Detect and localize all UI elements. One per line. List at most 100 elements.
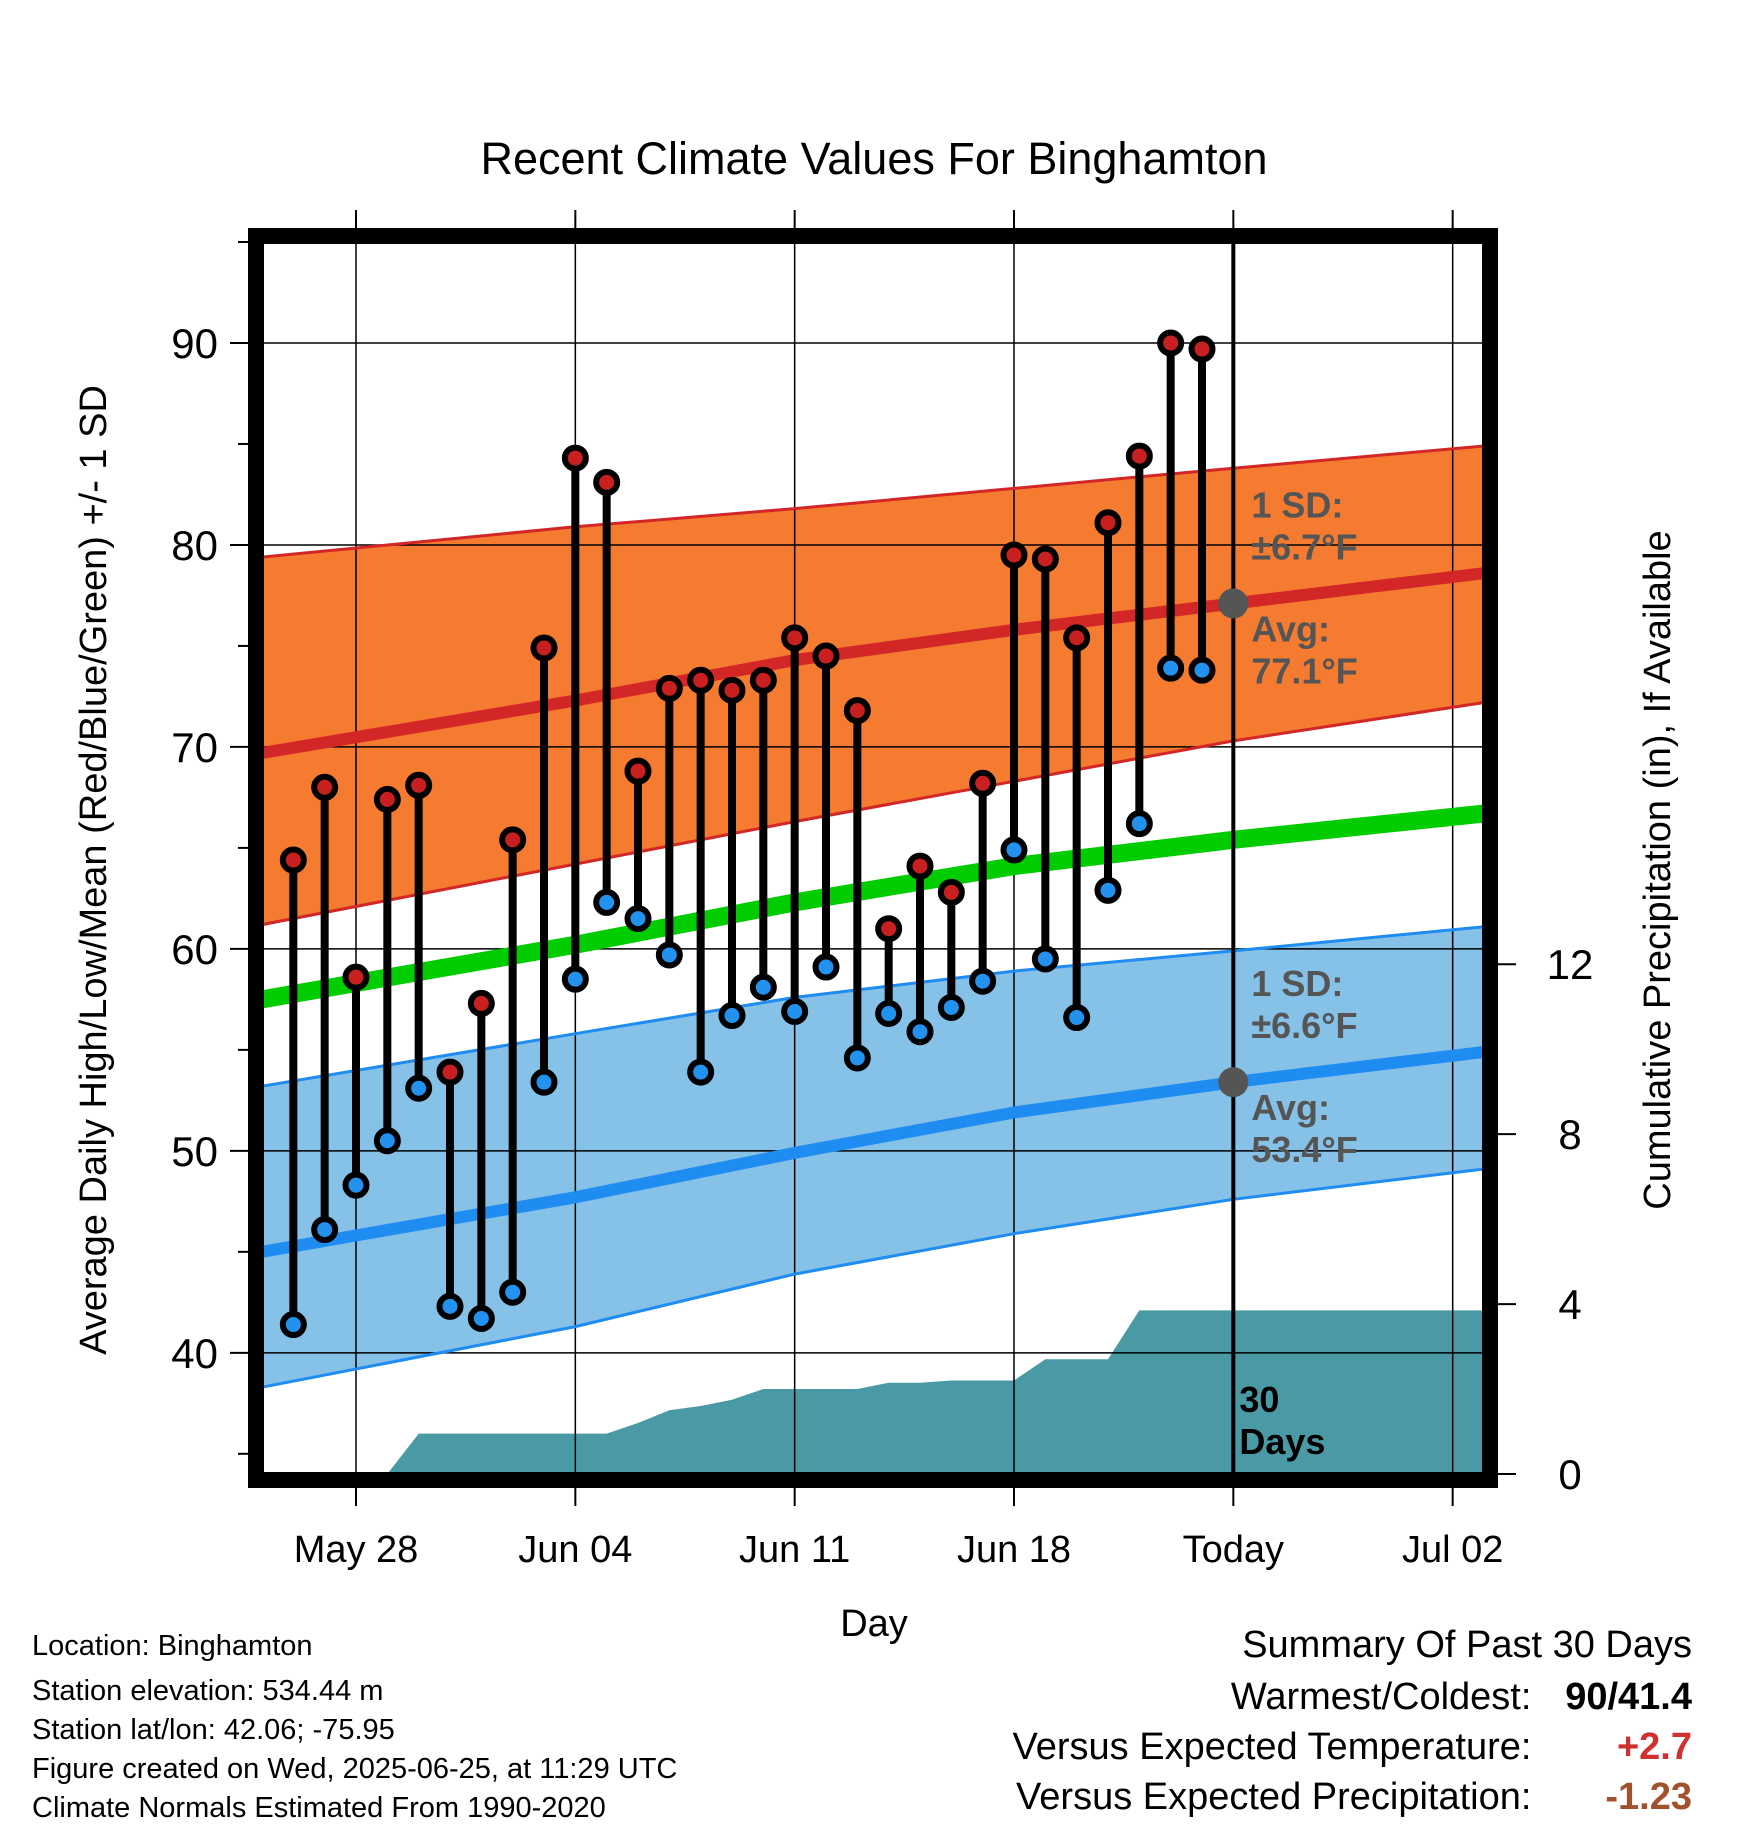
high-sd-band <box>262 446 1484 925</box>
observed-low-point <box>718 1002 746 1030</box>
y-axis-label-right: Cumulative Precipitation (in), If Availa… <box>1637 530 1679 1209</box>
observed-low-point <box>373 1127 401 1155</box>
observed-high-point <box>718 676 746 704</box>
mean-line <box>260 804 1485 1009</box>
observed-low-point <box>1031 945 1059 973</box>
y-tick-label-left: 50 <box>171 1128 218 1175</box>
observed-high-point <box>405 771 433 799</box>
observed-low-point <box>875 1000 903 1028</box>
observed-high-point <box>906 852 934 880</box>
observed-low-point <box>1063 1004 1091 1032</box>
info-normals: Climate Normals Estimated From 1990-2020 <box>32 1792 606 1824</box>
observed-low-point <box>1094 876 1122 904</box>
observed-high-point <box>1063 624 1091 652</box>
high-avg-line <box>261 567 1485 759</box>
observed-low-point <box>749 973 777 1001</box>
high-avg-value: 77.1°F <box>1251 651 1357 692</box>
observed-high-point <box>1094 509 1122 537</box>
observed-low-point <box>937 993 965 1021</box>
observed-high-point <box>937 878 965 906</box>
info-location: Location: Binghamton <box>32 1630 313 1662</box>
observed-low-point <box>624 905 652 933</box>
observed-low-point <box>655 941 683 969</box>
precip-area <box>262 1310 1484 1474</box>
window-label-count: 30 <box>1239 1379 1279 1420</box>
observed-high-point <box>624 757 652 785</box>
observed-low-point <box>1125 810 1153 838</box>
y-axis-label-left: Average Daily High/Low/Mean (Red/Blue/Gr… <box>73 385 115 1355</box>
observed-low-point <box>279 1311 307 1339</box>
observed-high-point <box>1000 541 1028 569</box>
observed-low-point <box>530 1068 558 1096</box>
observed-low-point <box>499 1278 527 1306</box>
x-tick-label: Jun 18 <box>957 1529 1071 1571</box>
high-sd-upper-edge <box>261 444 1485 559</box>
high-sd-label: 1 SD: <box>1251 485 1343 526</box>
summary-warm-cold-label: Warmest/Coldest: <box>1230 1676 1532 1718</box>
observed-low-point <box>843 1044 871 1072</box>
summary-warm-cold-value: 90/41.4 <box>1565 1676 1692 1718</box>
observed-high-point <box>593 468 621 496</box>
summary-temp: Versus Expected Temperature: +2.7 <box>1013 1728 1692 1766</box>
observed-low-point <box>405 1074 433 1102</box>
observed-high-point <box>655 674 683 702</box>
y-tick-label-left: 70 <box>171 724 218 771</box>
observed-high-point <box>561 444 589 472</box>
observed-low-point <box>812 953 840 981</box>
y-tick-label-left: 60 <box>171 926 218 973</box>
high-sd-value: ±6.7°F <box>1251 527 1357 568</box>
observed-low-point <box>687 1058 715 1086</box>
observed-high-point <box>499 826 527 854</box>
low-sd-lower-edge <box>261 1167 1485 1389</box>
high-sd-lower-edge <box>261 701 1485 927</box>
y-tick-label-right: 12 <box>1547 941 1594 988</box>
summary-warm-cold: Warmest/Coldest: 90/41.4 <box>1231 1678 1692 1716</box>
summary-temp-value: +2.7 <box>1616 1726 1692 1768</box>
observed-high-point <box>781 624 809 652</box>
summary-title: Summary Of Past 30 Days <box>1242 1624 1692 1666</box>
observed-high-point <box>812 642 840 670</box>
observed-low-point <box>969 967 997 995</box>
low-sd-label: 1 SD: <box>1251 963 1343 1004</box>
chart-title: Recent Climate Values For Binghamton <box>480 133 1267 184</box>
x-tick-label: May 28 <box>294 1529 419 1571</box>
observed-high-point <box>687 666 715 694</box>
low-sd-band <box>262 926 1484 1388</box>
observed-high-point <box>279 846 307 874</box>
observed-high-point <box>436 1058 464 1086</box>
info-latlon: Station lat/lon: 42.06; -75.95 <box>32 1714 395 1746</box>
summary-precip: Versus Expected Precipitation: -1.23 <box>1016 1778 1692 1816</box>
observed-high-point <box>1031 545 1059 573</box>
observed-high-point <box>875 915 903 943</box>
y-tick-label-right: 0 <box>1558 1451 1581 1498</box>
x-axis-label: Day <box>840 1603 908 1645</box>
observed-low-point <box>1188 656 1216 684</box>
y-tick-label-right: 8 <box>1558 1111 1581 1158</box>
observed-high-point <box>969 769 997 797</box>
low-sd-upper-edge <box>261 925 1485 1088</box>
observed-low-point <box>561 965 589 993</box>
info-created: Figure created on Wed, 2025-06-25, at 11… <box>32 1753 678 1785</box>
observed-low-point <box>467 1304 495 1332</box>
x-tick-label: Jun 04 <box>518 1529 632 1571</box>
y-tick-label-right: 4 <box>1558 1281 1581 1328</box>
observed-high-point <box>530 634 558 662</box>
observed-high-point <box>467 989 495 1017</box>
plot-frame <box>248 228 1498 1488</box>
x-tick-label: Jul 02 <box>1402 1529 1503 1571</box>
observed-low-point <box>906 1018 934 1046</box>
observed-high-point <box>373 785 401 813</box>
observed-low-point <box>342 1171 370 1199</box>
low-sd-value: ±6.6°F <box>1251 1005 1357 1046</box>
observed-low-point <box>1000 836 1028 864</box>
info-elevation: Station elevation: 534.44 m <box>32 1675 384 1707</box>
observed-low-point <box>311 1216 339 1244</box>
y-tick-label-left: 40 <box>171 1330 218 1377</box>
observed-high-point <box>1125 442 1153 470</box>
today-high-avg-marker <box>1218 588 1249 619</box>
low-avg-value: 53.4°F <box>1251 1129 1357 1170</box>
observed-low-point <box>781 997 809 1025</box>
observed-high-point <box>1157 329 1185 357</box>
